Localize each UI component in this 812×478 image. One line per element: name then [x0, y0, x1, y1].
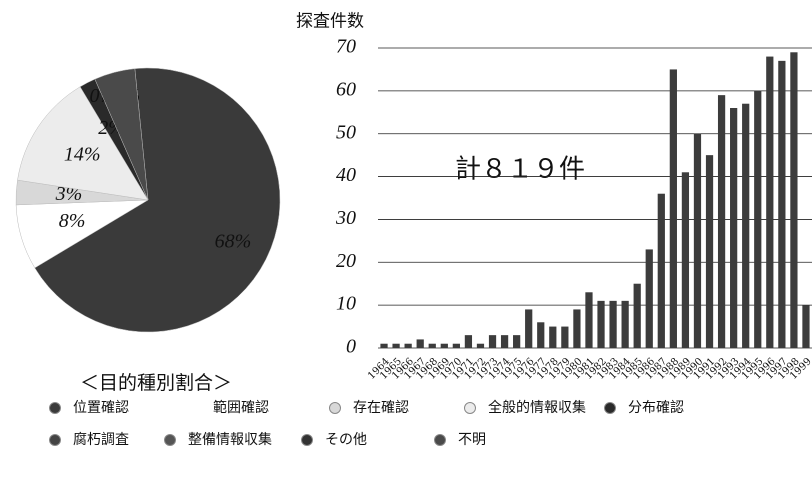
pie-subtitle: ＜目的種別割合＞ — [80, 372, 232, 394]
bar — [428, 343, 436, 348]
bar — [633, 283, 641, 348]
bar — [802, 305, 810, 348]
bar — [464, 335, 473, 348]
y-tick-label: 30 — [335, 207, 356, 229]
bar — [766, 56, 774, 348]
bar — [705, 155, 714, 348]
legend-label: 不明 — [458, 432, 486, 448]
bar — [416, 339, 424, 348]
y-tick-label: 60 — [336, 78, 356, 100]
bar — [681, 172, 690, 348]
bar — [440, 343, 448, 348]
bar — [621, 300, 629, 348]
bar — [476, 343, 485, 348]
bar — [537, 322, 545, 348]
bar — [585, 292, 593, 348]
bar — [754, 90, 762, 348]
legend-marker — [434, 434, 446, 446]
bar — [525, 309, 533, 348]
legend-marker — [301, 434, 313, 446]
y-tick-label: 10 — [336, 293, 356, 315]
bar — [693, 133, 702, 348]
legend-label: 腐朽調査 — [73, 431, 129, 448]
legend-marker — [49, 402, 61, 414]
legend-label: 位置確認 — [73, 400, 129, 416]
legend-marker — [189, 402, 201, 414]
bar — [404, 343, 412, 348]
pie-value-label: 8% — [59, 210, 86, 232]
bar — [657, 193, 665, 348]
legend-marker — [164, 434, 176, 446]
y-tick-label: 40 — [336, 164, 356, 186]
legend-marker — [329, 402, 341, 414]
pie-slice — [94, 68, 149, 201]
bar — [392, 343, 400, 348]
bar — [573, 309, 581, 348]
bar — [380, 343, 388, 348]
bar — [609, 300, 617, 348]
bar — [597, 300, 605, 348]
bar — [488, 335, 497, 348]
bar — [452, 343, 460, 348]
bar — [742, 103, 750, 348]
y-tick-label: 70 — [336, 36, 356, 58]
bar — [513, 335, 521, 348]
legend-label: 分布確認 — [628, 400, 684, 416]
bar — [790, 52, 798, 349]
legend-label: 全般的情報収集 — [488, 399, 586, 416]
pie-slice — [17, 86, 149, 201]
legend-label: その他 — [325, 432, 367, 448]
bar — [549, 326, 557, 348]
bar — [669, 69, 677, 348]
bar — [500, 335, 509, 348]
pie-slice — [34, 67, 281, 333]
pie-value-label: 68% — [215, 230, 252, 252]
y-tick-label: 20 — [336, 250, 356, 272]
annotation: 計８１９件 — [455, 155, 585, 185]
legend-marker — [464, 402, 476, 414]
bar — [645, 249, 653, 348]
y-axis-label: 探査件数 — [296, 12, 364, 32]
legend-label: 整備情報収集 — [188, 431, 272, 448]
legend-label: 範囲確認 — [213, 399, 269, 416]
bar — [730, 108, 738, 348]
y-tick-label: 0 — [346, 336, 356, 358]
pie-value-label: 14% — [64, 143, 101, 165]
legend-marker — [49, 434, 61, 446]
bar — [778, 60, 786, 348]
y-tick-label: 50 — [336, 121, 356, 143]
legend-marker — [604, 402, 616, 414]
bar — [561, 326, 569, 348]
bar — [717, 95, 726, 349]
legend-label: 存在確認 — [353, 400, 409, 416]
